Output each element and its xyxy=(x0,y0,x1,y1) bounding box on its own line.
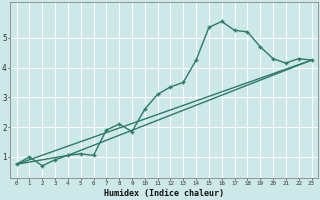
X-axis label: Humidex (Indice chaleur): Humidex (Indice chaleur) xyxy=(104,189,224,198)
